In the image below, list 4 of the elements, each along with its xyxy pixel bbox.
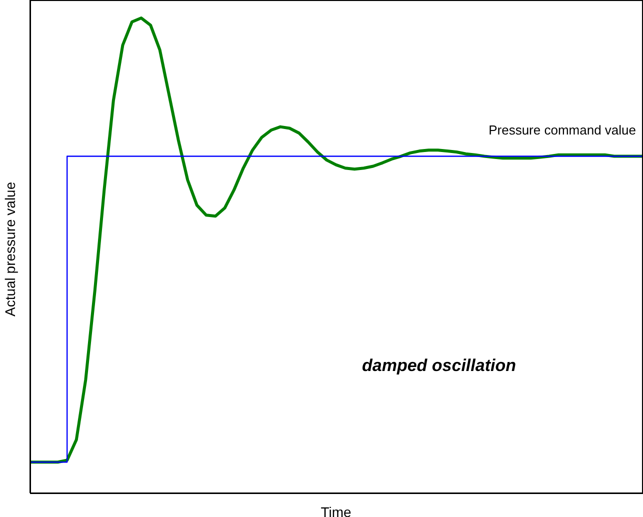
annotation: damped oscillation bbox=[362, 356, 516, 376]
y-axis-title: Actual pressure value bbox=[2, 182, 18, 316]
series-label: Pressure command value bbox=[488, 122, 636, 138]
x-axis-title: Time bbox=[320, 504, 352, 517]
